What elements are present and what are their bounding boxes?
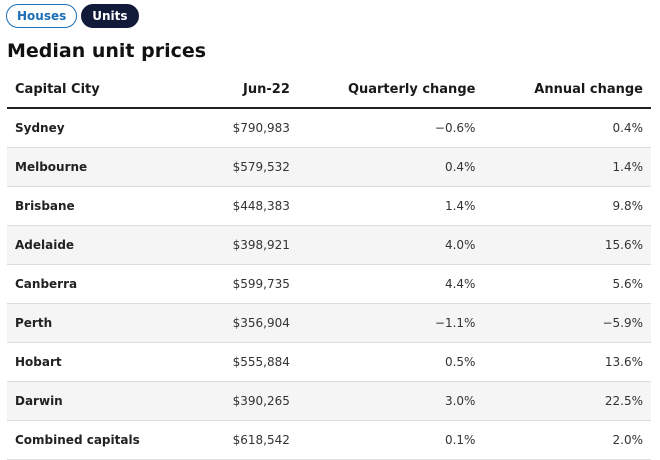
- table-row: Sydney $790,983 −0.6% 0.4%: [7, 108, 651, 148]
- cell-price: $790,983: [157, 108, 298, 148]
- table-row: Brisbane $448,383 1.4% 9.8%: [7, 186, 651, 226]
- cell-city: Melbourne: [7, 147, 158, 187]
- cell-city: Darwin: [7, 381, 158, 421]
- cell-quarterly: 4.0%: [297, 225, 484, 265]
- cell-price: $390,265: [157, 381, 298, 421]
- table-row: Melbourne $579,532 0.4% 1.4%: [7, 147, 651, 187]
- cell-quarterly: 4.4%: [297, 264, 484, 304]
- cell-city: Brisbane: [7, 186, 158, 226]
- cell-city: Adelaide: [7, 225, 158, 265]
- header-annual-change[interactable]: Annual change: [483, 72, 651, 109]
- cell-price: $579,532: [157, 147, 298, 187]
- table-row: Combined capitals $618,542 0.1% 2.0%: [7, 420, 651, 460]
- page-title: Median unit prices: [7, 40, 207, 62]
- cell-city: Hobart: [7, 342, 158, 382]
- cell-quarterly: 0.4%: [297, 147, 484, 187]
- table-row: Hobart $555,884 0.5% 13.6%: [7, 342, 651, 382]
- cell-quarterly: 0.5%: [297, 342, 484, 382]
- cell-price: $618,542: [157, 420, 298, 460]
- tab-units[interactable]: Units: [81, 4, 139, 28]
- cell-city: Combined capitals: [7, 420, 158, 460]
- cell-annual: 15.6%: [483, 225, 651, 265]
- cell-quarterly: −0.6%: [297, 108, 484, 148]
- tab-houses[interactable]: Houses: [6, 4, 78, 28]
- cell-quarterly: 3.0%: [297, 381, 484, 421]
- table-row: Adelaide $398,921 4.0% 15.6%: [7, 225, 651, 265]
- cell-annual: 22.5%: [483, 381, 651, 421]
- cell-price: $599,735: [157, 264, 298, 304]
- cell-price: $398,921: [157, 225, 298, 265]
- header-quarterly-change[interactable]: Quarterly change: [297, 72, 484, 109]
- cell-annual: −5.9%: [483, 303, 651, 343]
- cell-price: $356,904: [157, 303, 298, 343]
- cell-city: Sydney: [7, 108, 158, 148]
- table-row: Perth $356,904 −1.1% −5.9%: [7, 303, 651, 343]
- header-jun-22[interactable]: Jun-22: [157, 72, 298, 109]
- cell-annual: 5.6%: [483, 264, 651, 304]
- property-type-tabs: Houses Units: [6, 4, 139, 28]
- cell-price: $448,383: [157, 186, 298, 226]
- cell-city: Canberra: [7, 264, 158, 304]
- cell-city: Perth: [7, 303, 158, 343]
- cell-annual: 0.4%: [483, 108, 651, 148]
- cell-annual: 9.8%: [483, 186, 651, 226]
- cell-annual: 1.4%: [483, 147, 651, 187]
- cell-annual: 13.6%: [483, 342, 651, 382]
- cell-quarterly: 0.1%: [297, 420, 484, 460]
- table-row: Darwin $390,265 3.0% 22.5%: [7, 381, 651, 421]
- table-row: Canberra $599,735 4.4% 5.6%: [7, 264, 651, 304]
- cell-quarterly: 1.4%: [297, 186, 484, 226]
- table-header-row: Capital City Jun-22 Quarterly change Ann…: [7, 72, 651, 109]
- median-prices-table: Capital City Jun-22 Quarterly change Ann…: [7, 72, 651, 460]
- cell-annual: 2.0%: [483, 420, 651, 460]
- header-capital-city[interactable]: Capital City: [7, 72, 158, 109]
- cell-price: $555,884: [157, 342, 298, 382]
- cell-quarterly: −1.1%: [297, 303, 484, 343]
